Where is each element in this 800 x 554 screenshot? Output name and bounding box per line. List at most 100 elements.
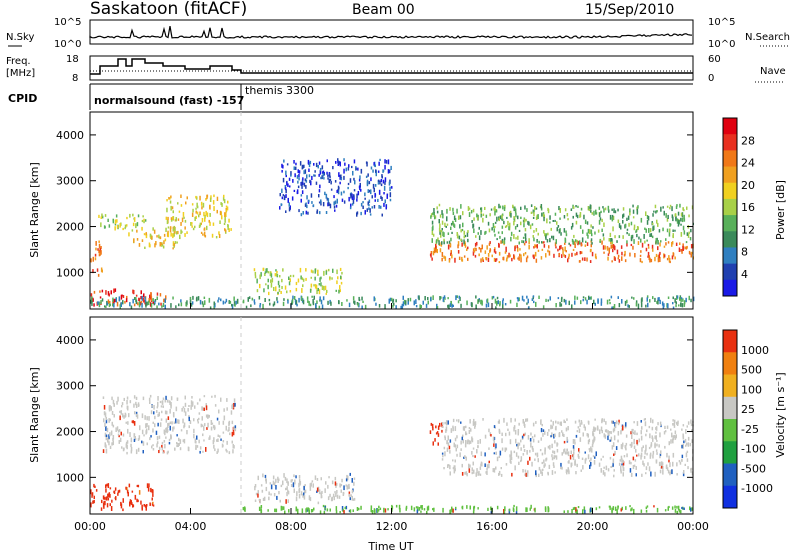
- power-cell: [495, 258, 498, 261]
- power-cell: [445, 225, 447, 228]
- velocity-cell: [221, 443, 224, 448]
- power-cell: [291, 298, 294, 304]
- power-cell: [253, 301, 256, 305]
- velocity-cell: [642, 445, 644, 449]
- power-cell: [317, 273, 319, 276]
- power-cell: [167, 216, 169, 220]
- velocity-cell: [523, 421, 525, 426]
- velocity-cell: [532, 448, 534, 452]
- velocity-cell: [620, 469, 622, 472]
- velocity-cell: [299, 481, 302, 485]
- velocity-cell: [432, 508, 434, 511]
- power-cell: [665, 238, 667, 241]
- power-cell: [159, 293, 162, 297]
- velocity-cell: [148, 416, 150, 421]
- power-cell: [555, 246, 557, 249]
- velocity-cell: [128, 413, 130, 418]
- velocity-cell: [137, 447, 140, 452]
- velocity-cell: [561, 452, 563, 456]
- power-cell: [177, 202, 179, 205]
- velocity-cell: [179, 447, 182, 451]
- velocity-cell: [662, 469, 664, 475]
- power-cell: [526, 302, 528, 305]
- velocity-cell: [590, 461, 592, 467]
- power-cell: [452, 207, 454, 212]
- power-cell: [689, 237, 692, 241]
- velocity-cell: [147, 487, 150, 492]
- power-cell: [288, 207, 291, 212]
- velocity-cell: [567, 426, 569, 431]
- velocity-cell: [590, 457, 592, 461]
- power-cell: [666, 205, 669, 208]
- velocity-cell: [690, 507, 692, 512]
- power-cell: [488, 242, 491, 246]
- velocity-cell: [340, 489, 342, 493]
- power-cell: [440, 233, 442, 238]
- power-cell: [595, 256, 597, 260]
- power-cell: [525, 240, 527, 244]
- velocity-cell: [604, 472, 606, 477]
- power-cell: [447, 304, 449, 308]
- velocity-cell: [161, 400, 164, 405]
- power-cell: [579, 225, 582, 229]
- power-cell: [598, 206, 601, 210]
- power-cell: [679, 297, 681, 301]
- velocity-cell: [566, 418, 568, 421]
- velocity-cell: [303, 490, 306, 494]
- power-cell: [505, 248, 507, 253]
- power-cell: [184, 219, 187, 223]
- power-cell: [537, 249, 540, 252]
- power-cell: [375, 172, 377, 177]
- power-cell: [685, 246, 688, 250]
- velocity-cell: [625, 442, 628, 446]
- velocity-cell: [456, 435, 458, 439]
- power-cell: [278, 284, 281, 288]
- power-cell: [126, 224, 128, 227]
- power-cell: [270, 282, 273, 288]
- power-cell: [339, 289, 341, 293]
- velocity-cell: [567, 451, 570, 457]
- power-cell: [548, 245, 550, 249]
- velocity-cell: [360, 505, 362, 510]
- power-cell: [353, 194, 355, 198]
- power-cell: [521, 240, 523, 243]
- velocity-cell: [333, 496, 335, 501]
- velocity-cell: [131, 490, 134, 493]
- velocity-cell: [454, 468, 456, 472]
- velocity-cell: [181, 408, 183, 412]
- velocity-cell: [164, 399, 167, 403]
- power-cell: [478, 253, 480, 257]
- velocity-cell: [134, 411, 136, 415]
- colorbar-swatch: [723, 441, 737, 464]
- power-cell: [629, 252, 631, 257]
- velocity-cell: [290, 484, 293, 487]
- power-cell: [656, 301, 658, 304]
- velocity-cell: [178, 442, 180, 446]
- power-cell: [298, 177, 300, 181]
- power-cell: [374, 192, 376, 198]
- power-cell: [577, 205, 579, 208]
- power-cell: [572, 215, 574, 219]
- velocity-cell: [168, 438, 171, 441]
- power-cell: [576, 214, 579, 219]
- velocity-cell: [629, 468, 632, 473]
- power-cell: [658, 253, 661, 259]
- power-cell: [356, 193, 358, 199]
- power-cell: [368, 199, 371, 204]
- power-cell: [194, 225, 196, 229]
- velocity-cell: [546, 431, 549, 436]
- power-cell: [133, 238, 135, 243]
- velocity-cell: [598, 506, 601, 509]
- power-cell: [346, 299, 348, 302]
- velocity-cell: [152, 421, 154, 424]
- power-cell: [297, 278, 300, 283]
- power-cell: [641, 260, 643, 264]
- velocity-cell: [105, 496, 108, 501]
- power-cell: [196, 296, 198, 302]
- power-cell: [358, 296, 360, 301]
- power-cell: [164, 238, 167, 242]
- velocity-cell: [103, 418, 105, 423]
- power-cell: [486, 298, 489, 304]
- velocity-cell: [552, 450, 554, 454]
- velocity-cell: [630, 431, 632, 435]
